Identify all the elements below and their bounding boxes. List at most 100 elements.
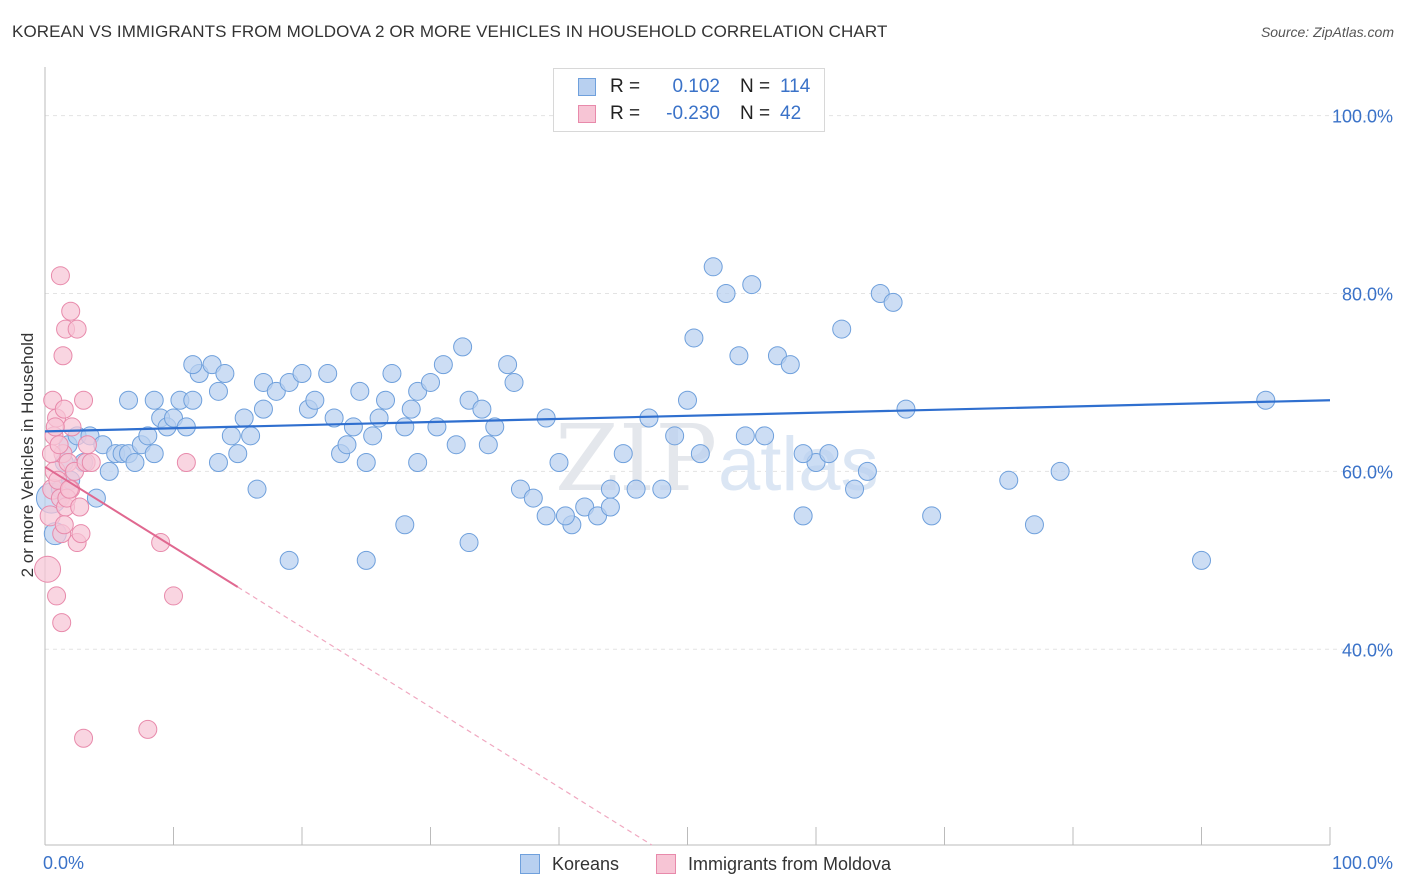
moldova-point xyxy=(70,497,90,517)
moldova-legend-icon xyxy=(656,854,676,874)
korean-point xyxy=(376,390,396,410)
korean-point xyxy=(729,346,749,366)
grid-layer xyxy=(45,115,1392,650)
korean-point xyxy=(279,550,299,570)
korean-point xyxy=(433,355,453,375)
korean-point xyxy=(318,364,338,384)
korean-point xyxy=(343,417,363,437)
moldova-point xyxy=(74,728,94,748)
korean-point xyxy=(119,390,139,410)
moldova-point xyxy=(50,266,70,286)
x-tick-label-right: 100.0% xyxy=(1332,853,1393,873)
korean-point xyxy=(485,417,505,437)
r-label: R = xyxy=(610,76,641,97)
korean-point xyxy=(446,435,466,455)
y-tick-label: 80.0% xyxy=(1342,284,1393,304)
korean-point xyxy=(144,390,164,410)
korean-point xyxy=(690,444,710,464)
korean-point xyxy=(678,390,697,410)
korean-point xyxy=(523,488,543,508)
korean-point xyxy=(665,426,685,446)
moldova-point xyxy=(81,453,101,472)
legend-row-moldova: R = -0.230 N = 42 xyxy=(578,102,801,126)
bottom-legend-koreans: Koreans xyxy=(520,852,619,876)
moldova-point xyxy=(77,435,97,455)
korean-point xyxy=(241,426,261,446)
korean-point xyxy=(999,470,1019,490)
korean-point xyxy=(453,337,473,357)
korean-point xyxy=(1256,390,1276,410)
moldova-point xyxy=(53,346,73,366)
moldova-point xyxy=(49,435,69,455)
n-label: N = xyxy=(740,76,771,97)
korean-point xyxy=(498,355,518,375)
korean-point xyxy=(652,479,672,499)
korean-point xyxy=(459,533,479,553)
moldova-trend-line xyxy=(44,466,239,588)
correlation-legend: R = 0.102 N = 114 R = -0.230 N = 42 xyxy=(553,68,825,132)
korean-point xyxy=(421,372,440,392)
y-tick-label: 40.0% xyxy=(1342,640,1393,660)
korean-point xyxy=(1024,515,1044,535)
chart-title: KOREAN VS IMMIGRANTS FROM MOLDOVA 2 OR M… xyxy=(12,22,888,41)
korean-point xyxy=(1050,461,1070,481)
korean-point xyxy=(755,426,775,446)
koreans-trend-line xyxy=(44,399,1331,433)
source-label: Source: ZipAtlas.com xyxy=(1260,24,1394,40)
koreans-swatch-icon xyxy=(578,78,596,96)
korean-point xyxy=(883,292,903,312)
korean-point xyxy=(221,426,241,446)
korean-point xyxy=(504,372,524,392)
korean-point xyxy=(549,453,569,472)
korean-point xyxy=(247,479,267,499)
korean-point xyxy=(716,283,736,303)
korean-point xyxy=(324,408,344,428)
korean-point xyxy=(793,506,813,526)
moldova-point xyxy=(74,390,94,410)
y-tick-label: 100.0% xyxy=(1332,107,1393,127)
korean-point xyxy=(144,444,164,464)
korean-point xyxy=(350,381,370,401)
korean-point xyxy=(922,506,942,526)
korean-point xyxy=(639,408,659,428)
korean-point xyxy=(356,550,376,570)
moldova-trend-extension xyxy=(237,586,653,846)
korean-point xyxy=(780,355,800,375)
korean-point xyxy=(600,479,620,499)
korean-point xyxy=(395,417,415,437)
n-value: 42 xyxy=(780,103,802,124)
korean-point xyxy=(382,364,402,384)
korean-point xyxy=(832,319,852,339)
moldova-point xyxy=(61,301,81,321)
korean-point xyxy=(742,275,762,295)
moldova-legend-label: Immigrants from Moldova xyxy=(688,853,892,874)
korean-point xyxy=(896,399,916,419)
r-label: R = xyxy=(610,103,641,124)
trend-layer xyxy=(44,399,1331,846)
korean-point xyxy=(337,435,357,455)
korean-point xyxy=(234,408,254,428)
korean-point xyxy=(292,364,312,384)
bottom-legend-moldova: Immigrants from Moldova xyxy=(656,852,891,876)
korean-point xyxy=(183,355,203,375)
korean-point xyxy=(626,479,646,499)
korean-point xyxy=(215,364,235,384)
moldova-point xyxy=(39,505,61,527)
moldova-point xyxy=(62,417,82,437)
moldova-swatch-icon xyxy=(578,105,596,123)
moldova-point xyxy=(67,319,87,339)
koreans-legend-label: Koreans xyxy=(552,853,620,874)
koreans-legend-icon xyxy=(520,854,540,874)
korean-point xyxy=(183,390,203,410)
n-value: 114 xyxy=(780,76,811,97)
korean-point xyxy=(408,453,428,472)
korean-point xyxy=(536,506,556,526)
korean-point xyxy=(555,506,575,526)
korean-point xyxy=(613,444,633,464)
korean-point xyxy=(253,399,273,419)
korean-point xyxy=(600,497,620,517)
korean-point xyxy=(793,444,813,464)
korean-point xyxy=(99,461,119,481)
korean-point xyxy=(684,328,704,348)
